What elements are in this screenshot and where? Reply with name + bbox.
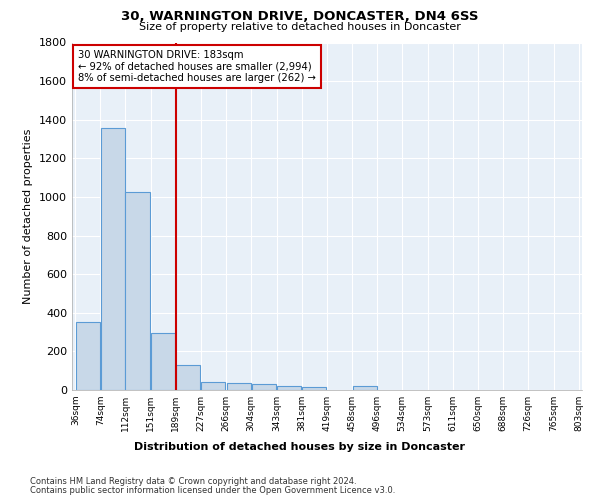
Bar <box>176 365 200 390</box>
Bar <box>251 384 276 390</box>
Text: Contains public sector information licensed under the Open Government Licence v3: Contains public sector information licen… <box>30 486 395 495</box>
Bar <box>277 386 301 390</box>
Bar <box>227 382 251 390</box>
Text: Size of property relative to detached houses in Doncaster: Size of property relative to detached ho… <box>139 22 461 32</box>
Bar <box>353 386 377 390</box>
Bar <box>201 382 225 390</box>
Bar <box>101 128 125 390</box>
Bar <box>76 322 100 390</box>
Text: Contains HM Land Registry data © Crown copyright and database right 2024.: Contains HM Land Registry data © Crown c… <box>30 478 356 486</box>
Bar <box>302 386 326 390</box>
Bar <box>125 192 150 390</box>
Text: Distribution of detached houses by size in Doncaster: Distribution of detached houses by size … <box>134 442 466 452</box>
Y-axis label: Number of detached properties: Number of detached properties <box>23 128 34 304</box>
Bar <box>151 333 175 390</box>
Text: 30, WARNINGTON DRIVE, DONCASTER, DN4 6SS: 30, WARNINGTON DRIVE, DONCASTER, DN4 6SS <box>121 10 479 23</box>
Text: 30 WARNINGTON DRIVE: 183sqm
← 92% of detached houses are smaller (2,994)
8% of s: 30 WARNINGTON DRIVE: 183sqm ← 92% of det… <box>78 50 316 84</box>
